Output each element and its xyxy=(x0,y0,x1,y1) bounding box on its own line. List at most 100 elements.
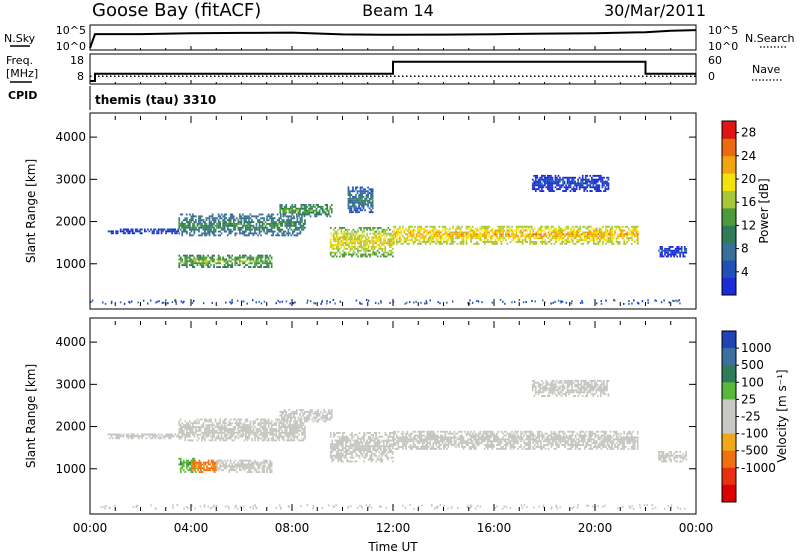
power-scatter-cell xyxy=(468,229,471,232)
power-scatter-cell xyxy=(339,242,341,245)
power-scatter-cell xyxy=(225,217,227,220)
power-scatter-cell xyxy=(291,207,294,210)
power-scatter-cell xyxy=(499,239,501,241)
power-scatter-cell xyxy=(384,255,387,258)
power-scatter-cell xyxy=(572,182,575,185)
power-scatter-cell xyxy=(226,234,229,237)
power-scatter-cell xyxy=(471,231,474,234)
velocity-scatter-cell xyxy=(240,418,243,421)
power-noise-cell xyxy=(110,302,113,305)
power-scatter-cell xyxy=(329,240,332,243)
power-scatter-cell xyxy=(566,186,569,189)
power-scatter-cell xyxy=(533,242,536,245)
power-scatter-cell xyxy=(446,231,448,234)
power-scatter-cell xyxy=(542,180,545,183)
velocity-scatter-cell xyxy=(299,418,301,421)
power-scatter-cell xyxy=(417,239,419,241)
power-scatter-cell xyxy=(346,244,349,246)
velocity-scatter-cell xyxy=(392,451,394,453)
power-scatter-cell xyxy=(125,228,128,231)
power-scatter-cell xyxy=(597,186,599,189)
power-scatter-cell xyxy=(337,232,340,235)
power-scatter-cell xyxy=(207,228,209,231)
power-scatter-cell xyxy=(570,239,572,241)
velocity-scatter-cell xyxy=(369,439,371,442)
power-scatter-cell xyxy=(381,230,384,233)
power-scatter-cell xyxy=(156,230,158,233)
velocity-scatter-cell xyxy=(403,438,406,441)
velocity-scatter-cell xyxy=(181,431,184,434)
power-scatter-cell xyxy=(298,215,300,218)
power-scatter-cell xyxy=(405,227,407,230)
power-noise-cell xyxy=(668,301,670,304)
power-scatter-cell xyxy=(417,231,419,234)
power-scatter-cell xyxy=(502,227,504,230)
power-scatter-cell xyxy=(387,242,390,245)
power-colorbar-tick-label: 28 xyxy=(741,126,756,140)
power-scatter-cell xyxy=(465,233,468,236)
power-scatter-cell xyxy=(623,241,625,243)
velocity-scatter-cell xyxy=(334,454,337,457)
power-scatter-cell xyxy=(294,209,297,212)
power-scatter-cell xyxy=(235,217,238,220)
power-scatter-cell xyxy=(373,246,376,248)
velocity-scatter-cell xyxy=(293,422,296,425)
velocity-scatter-cell xyxy=(293,439,296,442)
velocity-scatter-cell xyxy=(335,441,338,444)
velocity-scatter-cell xyxy=(189,429,191,432)
power-scatter-cell xyxy=(299,230,302,233)
power-scatter-cell xyxy=(577,231,580,234)
power-scatter-cell xyxy=(553,229,556,232)
power-scatter-cell xyxy=(282,221,285,223)
power-scatter-cell xyxy=(363,244,365,246)
power-scatter-cell xyxy=(190,215,193,218)
power-scatter-cell xyxy=(390,244,393,246)
power-scatter-cell xyxy=(207,260,209,263)
power-scatter-cell xyxy=(205,223,208,225)
velocity-scatter-cell xyxy=(346,435,349,438)
power-scatter-cell xyxy=(399,239,401,241)
power-scatter-cell xyxy=(485,231,488,234)
power-scatter-cell xyxy=(326,207,328,210)
power-scatter-cell xyxy=(192,224,194,227)
power-scatter-cell xyxy=(494,233,497,236)
velocity-scatter-cell xyxy=(257,439,259,442)
power-scatter-cell xyxy=(340,253,343,256)
velocity-scatter-cell xyxy=(301,422,303,425)
power-scatter-cell xyxy=(667,253,669,256)
velocity-scatter-cell xyxy=(354,447,356,450)
power-scatter-cell xyxy=(243,256,246,259)
power-scatter-cell xyxy=(306,205,309,208)
power-scatter-cell xyxy=(294,205,297,208)
power-scatter-cell xyxy=(402,227,404,230)
velocity-scatter-cell xyxy=(257,437,259,440)
velocity-scatter-cell xyxy=(225,467,227,470)
velocity-scatter-cell xyxy=(254,467,256,470)
velocity-scatter-cell xyxy=(385,439,388,442)
power-scatter-cell xyxy=(366,238,368,241)
power-scatter-cell xyxy=(361,230,364,233)
power-scatter-cell xyxy=(195,215,197,218)
power-scatter-cell xyxy=(548,180,551,183)
power-scatter-cell xyxy=(389,228,391,231)
power-scatter-cell xyxy=(659,253,662,256)
velocity-scatter-cell xyxy=(225,428,227,430)
power-scatter-cell xyxy=(349,209,351,212)
power-scatter-cell xyxy=(219,226,221,229)
power-scatter-cell xyxy=(494,239,497,241)
velocity-scatter-cell xyxy=(295,435,297,438)
velocity-scatter-cell xyxy=(311,409,313,411)
power-scatter-cell xyxy=(635,233,638,236)
velocity-scatter-cell xyxy=(289,428,291,430)
power-scatter-cell xyxy=(192,213,194,216)
power-scatter-cell xyxy=(243,230,246,233)
velocity-scatter-cell xyxy=(191,463,193,466)
power-scatter-cell xyxy=(520,233,522,236)
velocity-scatter-cell xyxy=(342,432,344,434)
power-scatter-cell xyxy=(242,254,244,257)
power-scatter-cell xyxy=(293,224,296,227)
power-scatter-cell xyxy=(330,211,333,214)
power-scatter-cell xyxy=(177,228,180,231)
velocity-scatter-cell xyxy=(153,433,155,436)
power-scatter-cell xyxy=(279,221,282,223)
